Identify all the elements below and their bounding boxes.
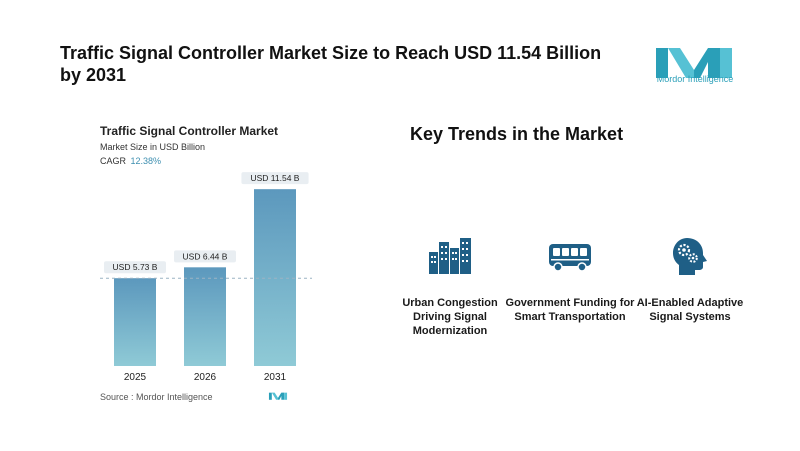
data-label-bg <box>241 172 309 185</box>
ai-head-icon <box>673 238 707 275</box>
trend-label: AI-Enabled Adaptive Signal Systems <box>636 297 744 323</box>
trend-item-urban-congestion: Urban Congestion Driving Signal Moderniz… <box>385 236 515 338</box>
buildings-icon <box>429 238 471 274</box>
trend-item-ai-adaptive: AI-Enabled Adaptive Signal Systems <box>625 236 755 324</box>
bar-2031 <box>254 189 296 366</box>
data-label-bg <box>104 261 166 274</box>
bus-icon <box>549 244 591 272</box>
trend-item-government-funding: Government Funding for Smart Transportat… <box>505 236 635 324</box>
category-label: 2031 <box>264 372 287 383</box>
bar-2025 <box>114 278 156 366</box>
cagr-value: 12.38% <box>130 156 162 166</box>
data-label-bg <box>174 250 236 263</box>
cagr-label: CAGR <box>100 156 127 166</box>
bar-2026 <box>184 267 226 366</box>
logo-text: Mordor Intelligence <box>656 74 734 84</box>
data-label: USD 5.73 B <box>113 262 158 272</box>
chart-title: Traffic Signal Controller Market <box>100 124 279 138</box>
category-label: 2025 <box>124 372 147 383</box>
trends-title: Key Trends in the Market <box>410 124 624 144</box>
source-logo-icon <box>268 392 288 400</box>
data-label: USD 11.54 B <box>251 173 300 183</box>
cagr-text: CAGR 12.38% <box>100 156 161 166</box>
trend-label: Urban Congestion Driving Signal Moderniz… <box>402 297 498 337</box>
category-label: 2026 <box>194 372 217 383</box>
data-label: USD 6.44 B <box>183 251 228 261</box>
trend-label: Government Funding for Smart Transportat… <box>505 297 635 323</box>
page-title: Traffic Signal Controller Market Size to… <box>60 43 602 85</box>
chart-subtitle: Market Size in USD Billion <box>100 142 206 152</box>
mordor-logo-icon <box>656 48 732 78</box>
source-text: Source : Mordor Intelligence <box>100 392 213 402</box>
